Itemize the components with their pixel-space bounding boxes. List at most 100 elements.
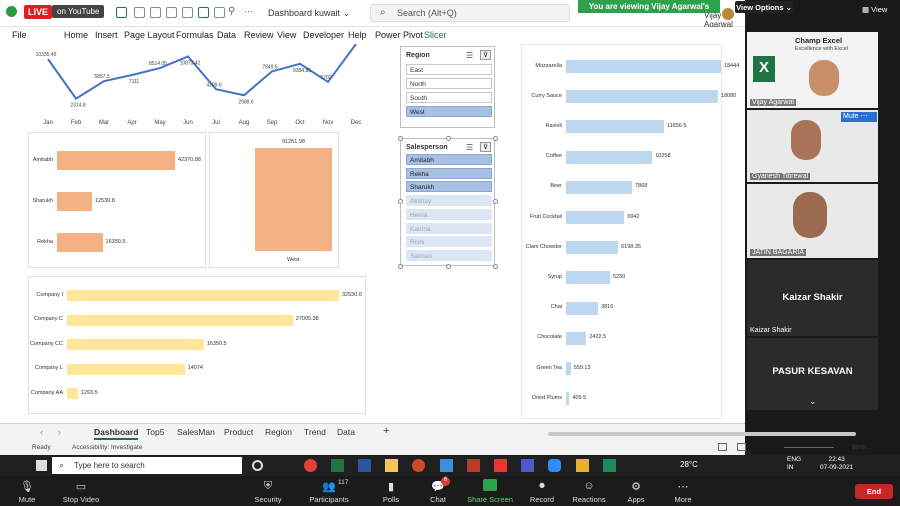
clock[interactable]: 22:43 07-09-2021 [820,456,853,472]
redo-icon[interactable] [150,7,161,18]
clear-filter-icon[interactable]: ⊽ [480,50,491,60]
bar[interactable] [566,180,633,194]
view-button[interactable]: ▦ View [862,5,888,14]
live-badge[interactable]: LIVE [24,5,53,19]
participant-tile-kaizar[interactable]: Kaizar Shakir Kaizar Shakir [747,260,878,336]
tab-region[interactable]: Region [265,427,292,437]
bar[interactable] [67,314,293,326]
reactions-button[interactable]: ☺ Reactions [564,476,614,506]
tab-dashboard[interactable]: Dashboard [94,427,139,440]
add-sheet-icon[interactable]: + [383,425,390,437]
bar[interactable] [67,388,78,399]
participant-tile-vijay[interactable]: X Champ Excel Excellence with Excel Vija… [747,32,878,108]
camera-icon[interactable] [214,7,225,18]
clear-filter-icon[interactable]: ⊽ [480,142,491,152]
slicer-item[interactable]: Akshay [406,195,492,207]
zoom-slider[interactable] [784,447,834,448]
slicer-item[interactable]: Rishi [406,236,492,248]
bar[interactable] [566,241,619,255]
menu-help[interactable]: Help [348,30,367,40]
participants-button[interactable]: 👥 117 Participants [304,476,354,506]
slicer-item[interactable]: Hema [406,208,492,220]
bar[interactable] [566,271,610,285]
slicer-item[interactable]: West [406,106,492,117]
horizontal-scrollbar[interactable] [548,432,856,436]
tab-top5[interactable]: Top5 [146,427,165,437]
format-painter-icon[interactable] [166,7,177,18]
menu-file[interactable]: File [12,30,27,40]
menu-home[interactable]: Home [64,30,89,40]
mute-badge[interactable]: Mute ⋯ [841,112,877,122]
multi-select-icon[interactable]: ☰ [466,51,474,60]
monthly-trend-chart[interactable]: Jan 10335.45 Feb 2314.8 Mar 5857.5 Apr 7111 May 8… [28,43,370,129]
slicer-item[interactable]: Katrina [406,222,492,234]
powerpoint-taskbar-icon[interactable] [412,459,425,472]
status-accessibility[interactable]: Accessibility: Investigate [72,444,143,451]
bar[interactable] [566,120,664,134]
resize-handle[interactable] [398,264,403,269]
menu-power-pivot[interactable]: Power Pivot [375,30,424,40]
youtube-badge[interactable]: on YouTube [52,5,105,18]
normal-view-icon[interactable] [718,443,727,451]
multi-select-icon[interactable]: ☰ [466,143,474,152]
tab-scroll-left-icon[interactable]: ‹ [40,427,43,437]
bar[interactable] [566,60,721,73]
view-options-button[interactable]: View Options ⌄ [735,1,793,13]
temperature[interactable]: 28°C [680,460,698,469]
menu-formulas[interactable]: Formulas [176,30,214,40]
region-chart[interactable]: 91251.98 West [209,132,339,268]
participant-tile-pasur[interactable]: PASUR KESAVAN ⌄ [747,338,878,410]
menu-slicer[interactable]: Slicer [424,30,447,40]
bar[interactable] [57,151,175,170]
resize-handle[interactable] [398,136,403,141]
slicer-item[interactable]: South [406,92,492,103]
bar[interactable] [566,392,570,406]
app-icon[interactable] [494,459,507,472]
bar[interactable] [67,339,204,350]
product-chart[interactable]: Mozzarella 18444 Curry Sauce 18080 Ravioli 11… [521,44,739,419]
resize-handle[interactable] [493,136,498,141]
menu-developer[interactable]: Developer [303,30,345,40]
app-icon[interactable] [440,459,453,472]
file-name[interactable]: Dashboard kuwait ⌄ [268,8,350,19]
bar[interactable] [566,150,653,164]
resize-handle[interactable] [493,199,498,204]
resize-handle[interactable] [398,199,403,204]
polls-button[interactable]: ▮ Polls [366,476,416,506]
user-name[interactable]: Vijay Agarwal [704,11,733,29]
bar[interactable] [566,362,571,375]
bar[interactable] [67,290,339,301]
chevron-down-icon[interactable]: ⌄ [809,396,817,406]
menu-data[interactable]: Data [217,30,237,40]
slicer-item[interactable]: Amitabh [406,154,492,165]
undo-icon[interactable] [134,7,145,18]
language-indicator[interactable]: ENG IN [787,456,801,472]
menu-review[interactable]: Review [244,30,274,40]
bar[interactable] [255,148,332,251]
page-layout-view-icon[interactable] [737,443,746,451]
tab-product[interactable]: Product [224,427,254,437]
more-commands-icon[interactable]: ⋯ [244,6,253,16]
chat-button[interactable]: 💬 6 Chat [413,476,463,506]
search-box[interactable]: ⌕ Search (Alt+Q) [370,4,570,22]
tab-salesman[interactable]: SalesMan [177,427,215,437]
zoom-taskbar-icon[interactable] [548,459,561,472]
file-explorer-icon[interactable] [385,459,398,472]
sheet-icon[interactable] [198,7,209,18]
menu-page-layout[interactable]: Page Layout [124,30,175,40]
resize-handle[interactable] [446,136,451,141]
region-slicer[interactable]: Region ☰ ⊽ East North South West [400,46,495,128]
mute-button[interactable]: 🎙 Mute [2,476,52,506]
chrome-icon[interactable] [304,459,317,472]
filter-icon[interactable]: ⚲ [228,6,236,17]
participant-tile-jatin[interactable]: JATIN BAGARIA [747,184,878,258]
bar[interactable] [566,301,599,315]
save-icon[interactable] [116,7,127,18]
slicer-item[interactable]: Salman [406,249,492,261]
tab-scroll-right-icon[interactable]: › [58,427,61,437]
menu-view[interactable]: View [277,30,297,40]
slicer-item[interactable]: East [406,64,492,75]
excel-taskbar-icon[interactable] [331,459,344,472]
salesperson-chart[interactable]: Amitabh 42370.88 Sharukh 12530.8 Rekha 16350.… [28,132,206,268]
menu-insert[interactable]: Insert [95,30,118,40]
